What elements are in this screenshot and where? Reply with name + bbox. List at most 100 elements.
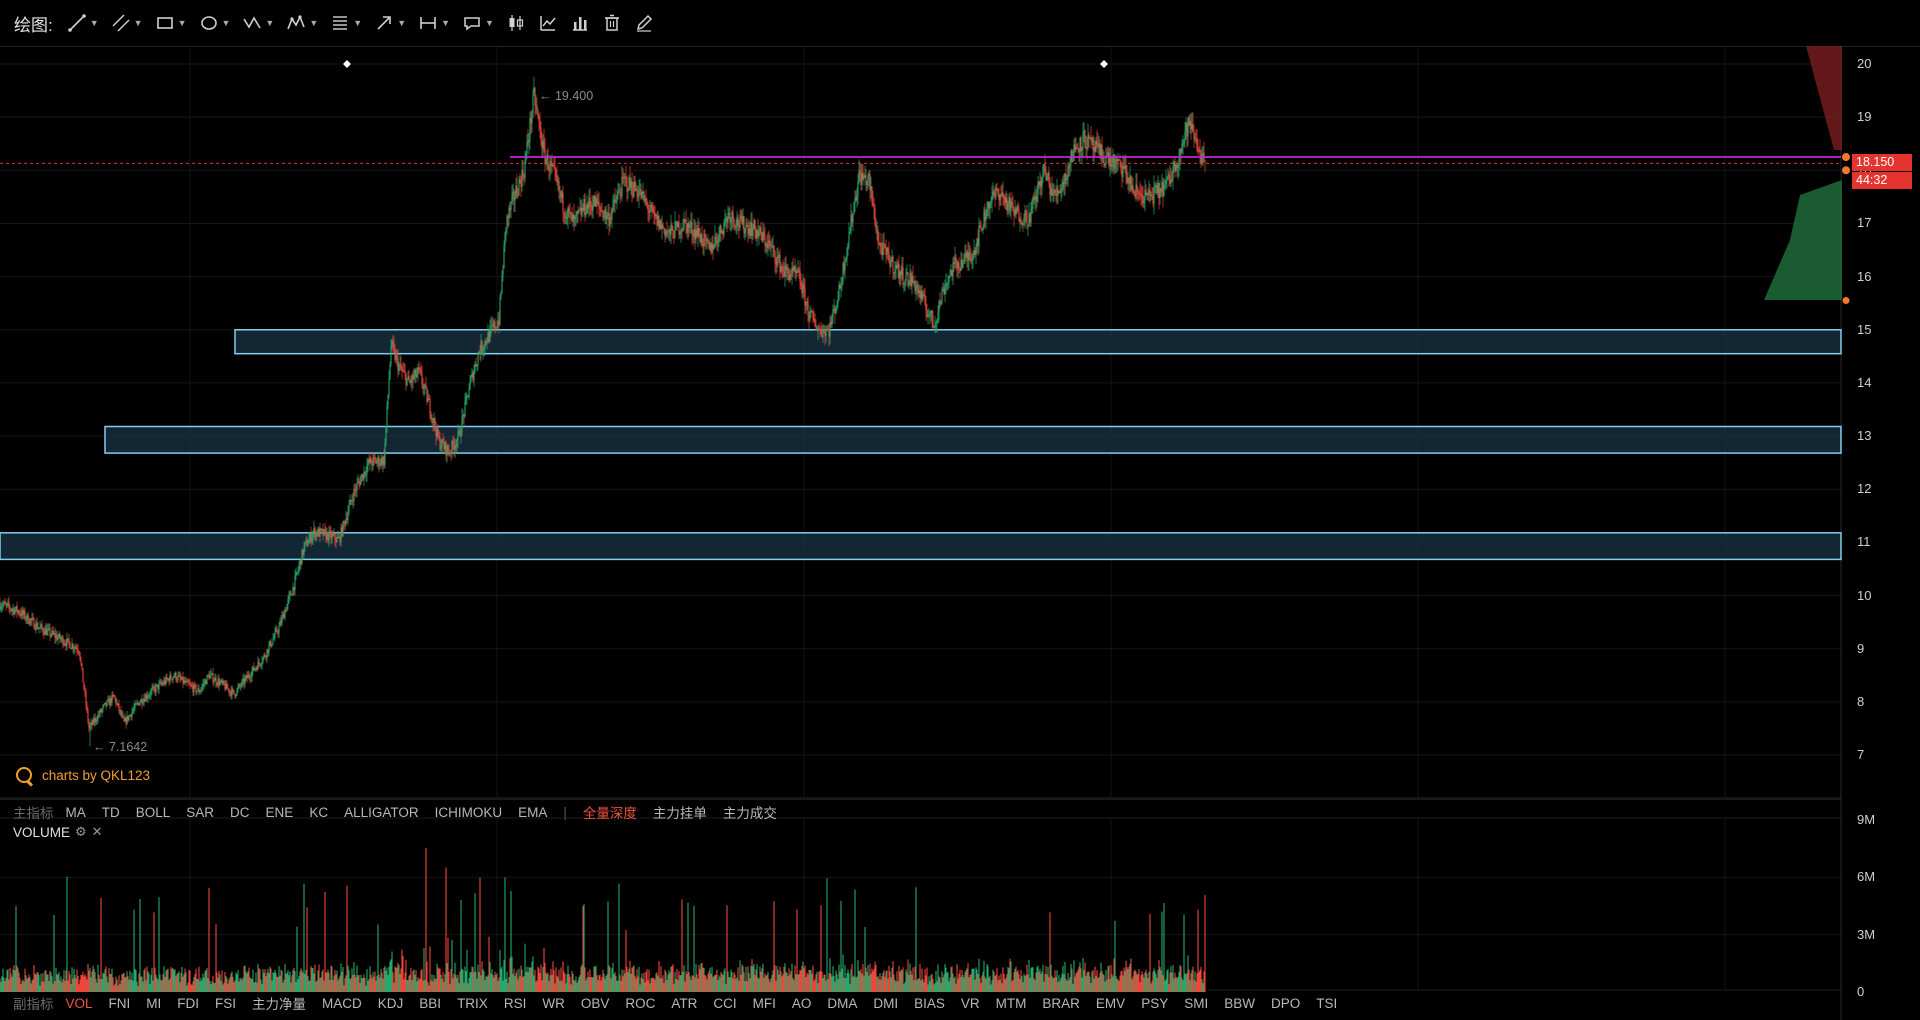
main-indicator-kc[interactable]: KC: [309, 804, 329, 820]
buy-depth-area: [1764, 180, 1842, 300]
sub-indicator-bias[interactable]: BIAS: [914, 995, 945, 1011]
price-tick-label: 13: [1857, 428, 1872, 444]
volume-tick-label: 6M: [1857, 869, 1876, 885]
pen-edit-button[interactable]: [630, 8, 658, 38]
sub-indicator-dma[interactable]: DMA: [827, 995, 858, 1011]
main-indicator-dc[interactable]: DC: [230, 804, 250, 820]
zigzag-tool-icon: [243, 16, 262, 29]
sub-indicator-title: 副指标: [13, 997, 54, 1012]
annotation-tool-button[interactable]: ▼: [458, 8, 498, 38]
sub-indicator-brar[interactable]: BRAR: [1042, 995, 1080, 1011]
sub-indicator-wr[interactable]: WR: [542, 995, 565, 1011]
volume-bars: [0, 847, 1206, 992]
arrow-tool-icon: [377, 16, 391, 30]
indicator-separator: |: [563, 804, 567, 820]
main-indicator-ma[interactable]: MA: [65, 804, 86, 820]
main-indicator-boll[interactable]: BOLL: [135, 804, 171, 820]
volume-tick-label: 9M: [1857, 812, 1876, 827]
fibonacci-tool-button[interactable]: ▼: [326, 8, 366, 38]
measure-tool-button[interactable]: ▼: [414, 8, 454, 38]
pattern-tool-button[interactable]: ▼: [282, 8, 322, 38]
chevron-down-icon[interactable]: ▼: [309, 18, 319, 28]
sub-indicator-item-6[interactable]: 主力净量: [252, 997, 307, 1012]
main-indicator-ichimoku[interactable]: ICHIMOKU: [434, 804, 503, 820]
main-indicator-extra-2[interactable]: 主力挂单: [652, 806, 707, 821]
sub-indicator-fdi[interactable]: FDI: [177, 995, 200, 1011]
sub-indicator-vr[interactable]: VR: [960, 995, 980, 1011]
sub-indicator-kdj[interactable]: KDJ: [377, 995, 404, 1011]
sub-indicator-dmi[interactable]: DMI: [873, 995, 899, 1011]
close-icon[interactable]: ✕: [91, 824, 103, 839]
chevron-down-icon[interactable]: ▼: [397, 18, 407, 28]
sub-indicator-vol[interactable]: VOL: [65, 995, 93, 1011]
sell-depth-area: [1806, 46, 1842, 150]
sub-indicator-roc[interactable]: ROC: [625, 995, 656, 1011]
chevron-down-icon[interactable]: ▼: [265, 18, 275, 28]
depth-handle: [1842, 297, 1850, 305]
volume-tick-label: 3M: [1857, 926, 1876, 942]
ellipse-tool-icon: [200, 16, 217, 30]
price-tick-label: 8: [1857, 693, 1865, 709]
sub-indicator-cci[interactable]: CCI: [713, 995, 737, 1011]
sub-indicator-obv[interactable]: OBV: [580, 995, 610, 1011]
sub-indicator-fni[interactable]: FNI: [108, 995, 131, 1011]
rectangle-tool-button[interactable]: ▼: [151, 8, 191, 38]
chevron-down-icon[interactable]: ▼: [441, 18, 451, 28]
watermark-text: charts by QKL123: [42, 767, 151, 783]
parallel-line-tool-button[interactable]: ▼: [107, 8, 147, 38]
chevron-down-icon[interactable]: ▼: [133, 18, 143, 28]
trash-button[interactable]: [598, 8, 626, 38]
price-tick-label: 12: [1857, 481, 1872, 497]
sub-indicator-macd[interactable]: MACD: [322, 995, 362, 1011]
indicator-chart-button[interactable]: [534, 8, 562, 38]
gear-icon[interactable]: ⚙: [75, 824, 87, 839]
main-indicator-extra-3[interactable]: 主力成交: [722, 806, 777, 821]
main-indicator-sar[interactable]: SAR: [186, 804, 215, 820]
sub-indicator-psy[interactable]: PSY: [1141, 995, 1169, 1011]
main-indicator-extra-1[interactable]: 全量深度: [582, 806, 637, 821]
price-tick-label: 20: [1857, 56, 1872, 71]
sub-indicator-dpo[interactable]: DPO: [1270, 995, 1301, 1011]
countdown-tag: 44:32: [1852, 172, 1912, 189]
volume-panel-title: VOLUME: [13, 824, 71, 840]
candle-type-button[interactable]: [502, 8, 530, 38]
sub-indicator-trix[interactable]: TRIX: [457, 995, 488, 1011]
chevron-down-icon[interactable]: ▼: [89, 18, 99, 28]
chevron-down-icon[interactable]: ▼: [177, 18, 187, 28]
diamond-marker: [1100, 60, 1108, 68]
sub-indicator-tsi[interactable]: TSI: [1316, 995, 1338, 1011]
zigzag-tool-button[interactable]: ▼: [238, 8, 278, 38]
sub-indicator-rsi[interactable]: RSI: [503, 995, 527, 1011]
sub-indicator-bbw[interactable]: BBW: [1224, 995, 1255, 1011]
main-indicator-alligator[interactable]: ALLIGATOR: [344, 804, 419, 820]
main-indicator-ene[interactable]: ENE: [265, 804, 294, 820]
bar-stats-button[interactable]: [566, 8, 594, 38]
fibonacci-tool-icon: [333, 16, 348, 30]
sub-indicator-bbi[interactable]: BBI: [419, 995, 442, 1011]
chevron-down-icon[interactable]: ▼: [485, 18, 494, 28]
ellipse-tool-button[interactable]: ▼: [195, 8, 235, 38]
chevron-down-icon[interactable]: ▼: [353, 18, 363, 28]
main-indicator-ema[interactable]: EMA: [518, 804, 548, 820]
price-tick-label: 7: [1857, 747, 1865, 762]
main-indicator-td[interactable]: TD: [101, 804, 120, 820]
arrow-tool-button[interactable]: ▼: [370, 8, 410, 38]
annotation-tool-icon: [464, 17, 480, 31]
trend-line-tool-button[interactable]: ▼: [63, 8, 103, 38]
pen-edit-icon: [636, 14, 653, 32]
sub-indicator-mtm[interactable]: MTM: [995, 995, 1027, 1011]
price-tick-label: 14: [1857, 374, 1872, 390]
sub-indicator-ao[interactable]: AO: [791, 995, 812, 1011]
watermark: charts by QKL123: [16, 767, 150, 783]
sub-indicator-mi[interactable]: MI: [146, 995, 162, 1011]
drawing-tools: ▼ ▼ ▼ ▼ ▼ ▼ ▼ ▼ ▼ ▼: [63, 8, 662, 38]
price-tick-label: 16: [1857, 268, 1872, 284]
sub-indicator-smi[interactable]: SMI: [1184, 995, 1209, 1011]
sub-indicator-emv[interactable]: EMV: [1095, 995, 1126, 1011]
chevron-down-icon[interactable]: ▼: [221, 18, 231, 28]
sub-indicator-mfi[interactable]: MFI: [752, 995, 776, 1011]
drawing-toolbar: 绘图: ▼ ▼ ▼ ▼ ▼ ▼ ▼ ▼ ▼ ▼: [0, 0, 1920, 47]
sub-indicator-atr[interactable]: ATR: [671, 995, 698, 1011]
sub-indicator-fsi[interactable]: FSI: [215, 995, 237, 1011]
